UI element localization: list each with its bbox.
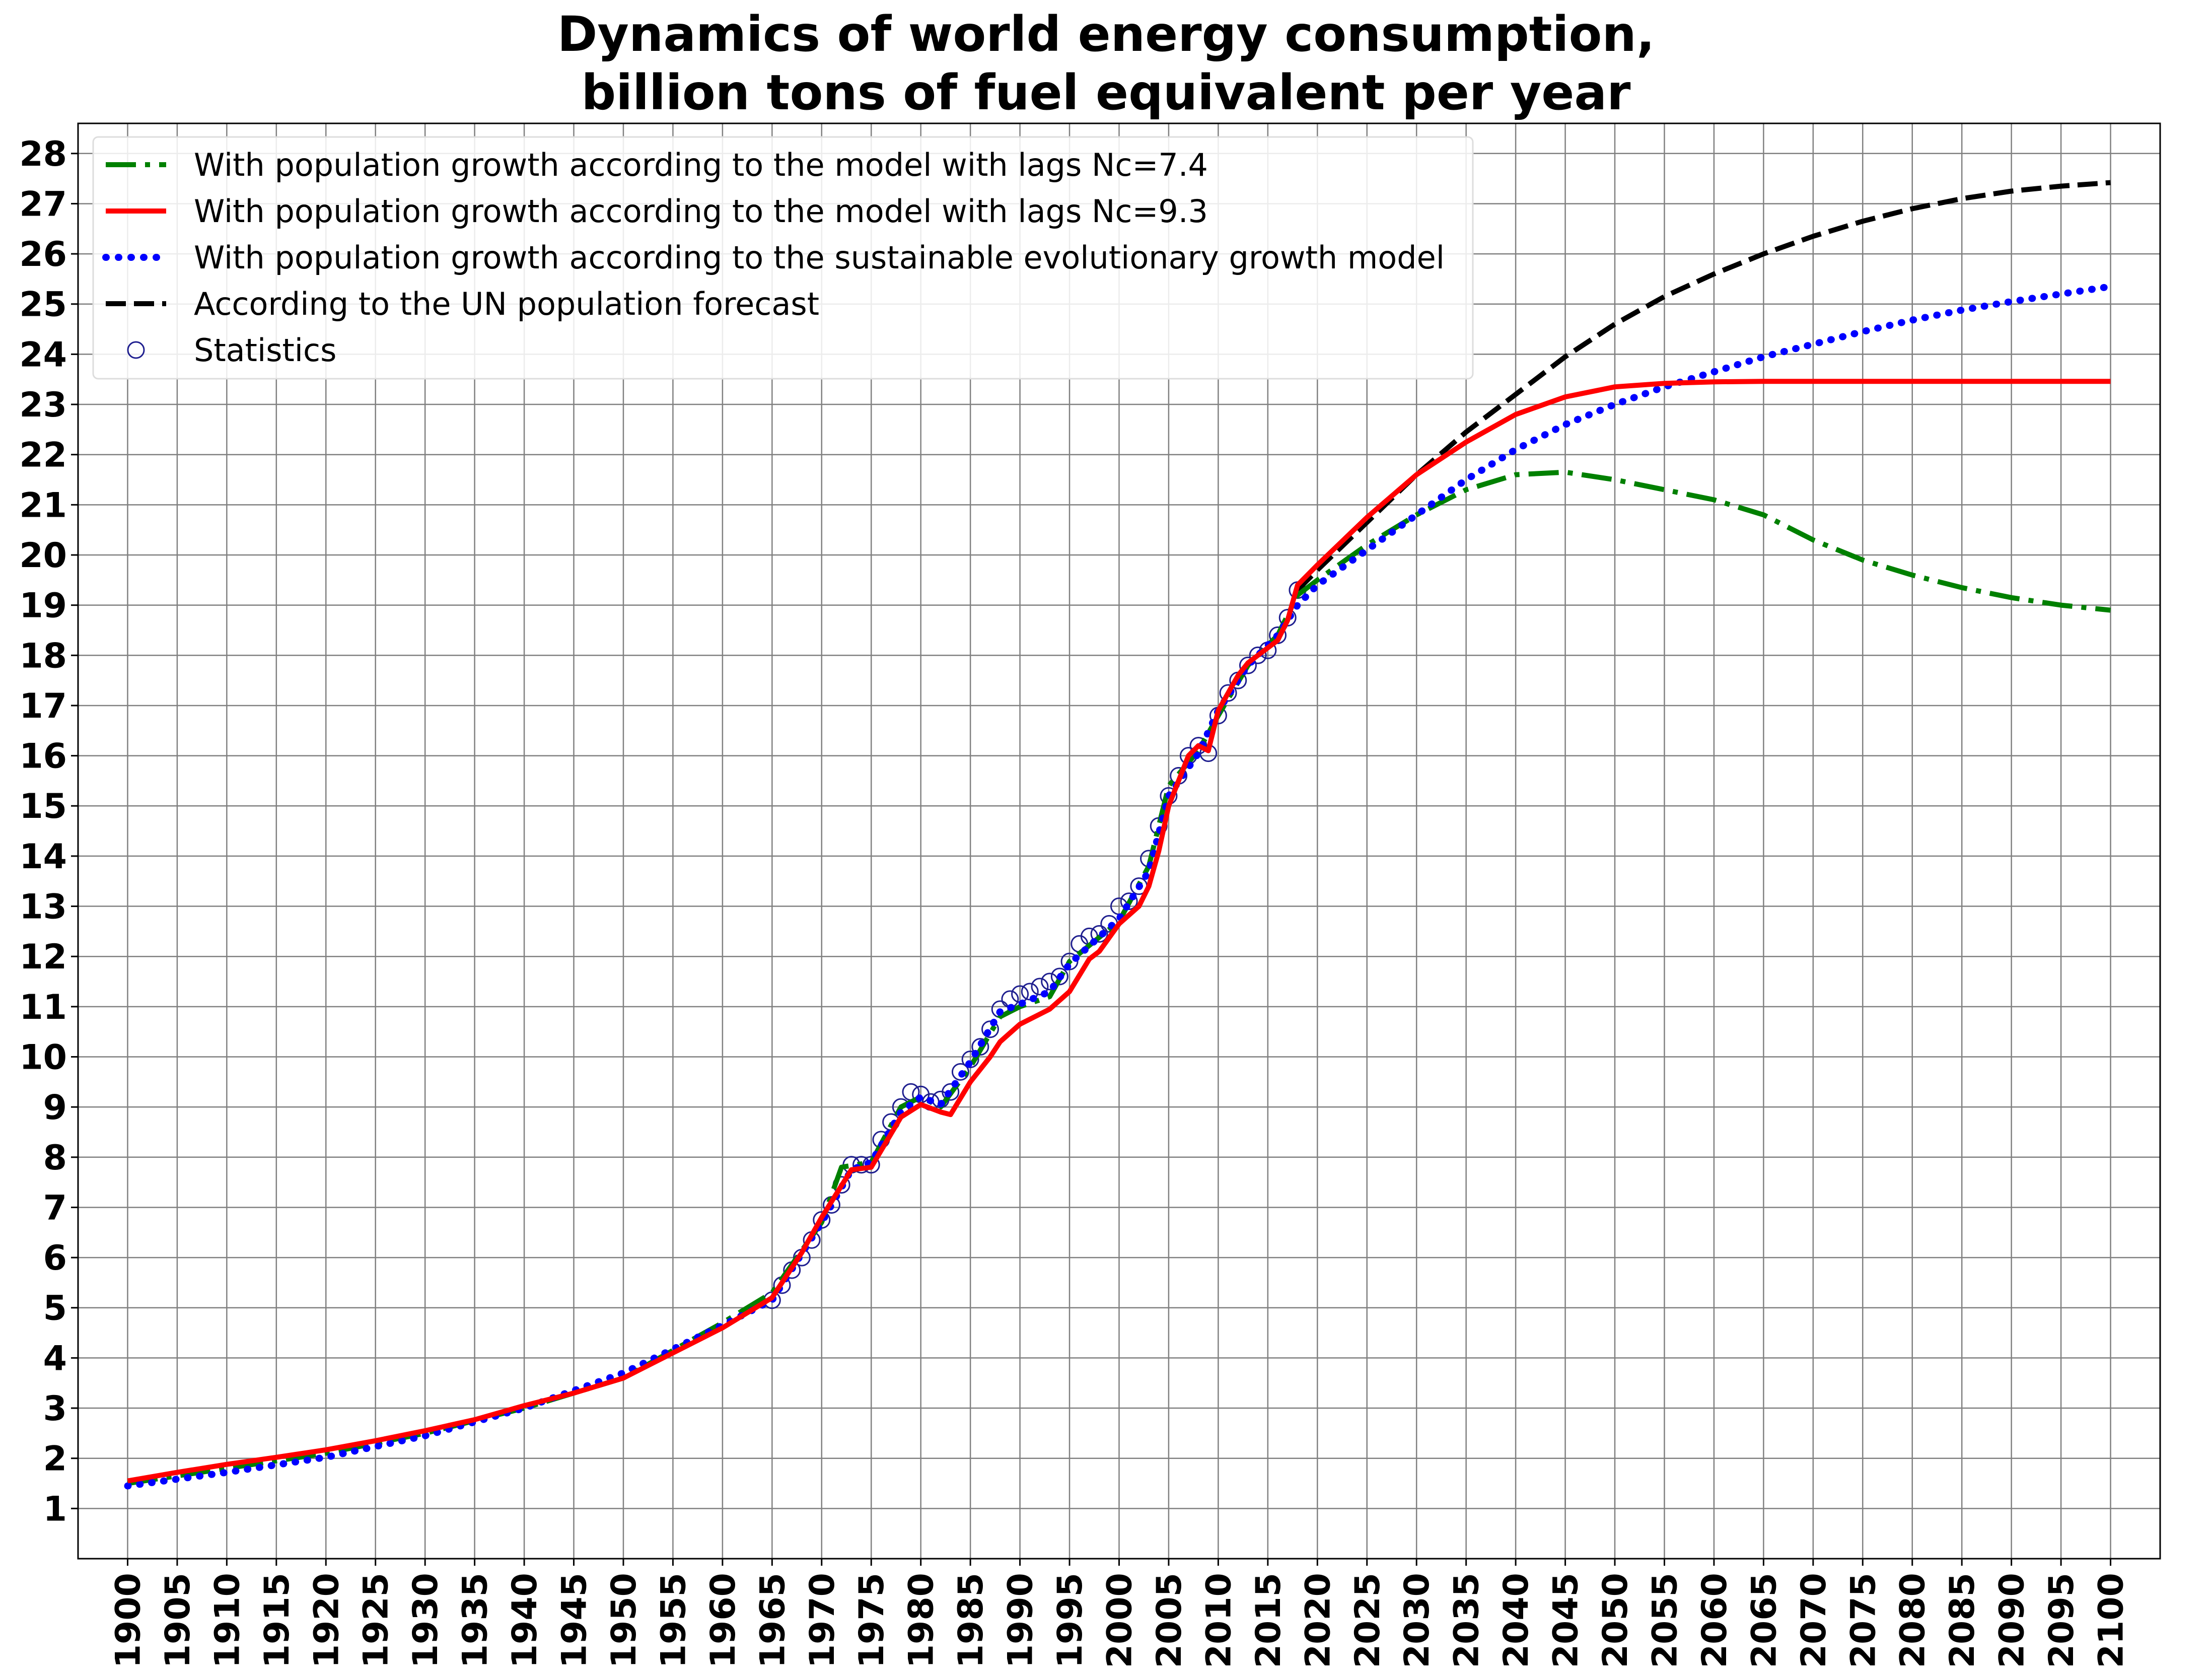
legend: With population growth according to the …: [92, 136, 1474, 380]
x-tick-label: 1985: [951, 1573, 991, 1668]
x-tick-label: 2090: [1992, 1573, 2032, 1668]
x-tick-label: 1925: [356, 1573, 396, 1668]
x-tick-label: 2100: [2092, 1573, 2131, 1668]
legend-label: Statistics: [194, 332, 336, 369]
x-tick-label: 2025: [1348, 1573, 1388, 1668]
x-tick-label: 1905: [158, 1573, 198, 1668]
y-tick-label: 26: [19, 235, 67, 274]
x-tick-label: 2000: [1100, 1573, 1140, 1668]
y-tick-label: 1: [43, 1489, 67, 1529]
x-tick-label: 2035: [1447, 1573, 1487, 1668]
statistics-point: [1219, 684, 1237, 702]
x-tick-label: 1980: [902, 1573, 942, 1668]
y-tick-label: 7: [43, 1188, 67, 1228]
x-tick-label: 1915: [257, 1573, 297, 1668]
y-tick-label: 8: [43, 1138, 67, 1178]
x-tick-label: 2020: [1298, 1573, 1338, 1668]
x-tick-label: 1990: [1001, 1573, 1041, 1668]
legend-marker: [127, 341, 145, 359]
y-tick-label: 14: [19, 837, 67, 877]
y-tick-label: 9: [43, 1088, 67, 1128]
y-tick-label: 10: [19, 1037, 67, 1077]
x-tick-label: 1955: [654, 1573, 693, 1668]
y-tick-label: 16: [19, 737, 67, 777]
statistics-point: [961, 1050, 979, 1068]
x-tick-label: 1995: [1050, 1573, 1090, 1668]
x-tick-label: 2060: [1695, 1573, 1735, 1668]
x-tick-label: 2095: [2042, 1573, 2082, 1668]
y-tick-label: 20: [19, 536, 67, 576]
statistics-point: [1239, 656, 1257, 674]
statistics-point: [1249, 646, 1267, 664]
x-tick-label: 1970: [803, 1573, 842, 1668]
statistics-point: [1050, 967, 1068, 986]
y-tick-label: 25: [19, 285, 67, 325]
x-tick-label: 2040: [1496, 1573, 1536, 1668]
y-tick-label: 15: [19, 787, 67, 826]
y-tick-label: 6: [43, 1238, 67, 1278]
chart-title-line1: Dynamics of world energy consumption,: [557, 6, 1655, 62]
statistics-point: [951, 1063, 969, 1081]
x-tick-label: 2080: [1893, 1573, 1933, 1668]
legend-label: With population growth according to the …: [194, 147, 1208, 183]
statistics-point: [1031, 978, 1049, 996]
y-tick-label: 17: [19, 686, 67, 726]
legend-label: With population growth according to the …: [194, 239, 1445, 276]
y-tick-label: 23: [19, 385, 67, 425]
axes: 1234567891011121314151617181920212223242…: [19, 122, 2161, 1668]
y-tick-label: 28: [19, 134, 67, 174]
x-tick-label: 2085: [1943, 1573, 1982, 1668]
x-tick-label: 1960: [703, 1573, 743, 1668]
x-tick-label: 1950: [604, 1573, 644, 1668]
legend-label: With population growth according to the …: [194, 193, 1208, 230]
x-tick-label: 2070: [1794, 1573, 1834, 1668]
x-tick-label: 2050: [1596, 1573, 1635, 1668]
x-tick-label: 1945: [555, 1573, 595, 1668]
x-tick-label: 2055: [1645, 1573, 1685, 1668]
y-tick-label: 12: [19, 937, 67, 977]
y-tick-label: 11: [19, 988, 67, 1027]
x-tick-label: 1940: [505, 1573, 545, 1668]
y-tick-label: 18: [19, 636, 67, 676]
y-tick-label: 22: [19, 436, 67, 475]
y-tick-label: 5: [43, 1289, 67, 1329]
y-tick-label: 21: [19, 485, 67, 525]
x-tick-label: 2015: [1249, 1573, 1289, 1668]
x-tick-label: 2065: [1744, 1573, 1784, 1668]
x-tick-label: 2010: [1199, 1573, 1239, 1668]
x-tick-label: 1965: [753, 1573, 793, 1668]
x-tick-label: 2075: [1843, 1573, 1883, 1668]
y-tick-label: 13: [19, 887, 67, 927]
chart-title: Dynamics of world energy consumption, bi…: [0, 5, 2212, 122]
legend-box: [92, 136, 1474, 380]
x-tick-label: 1935: [456, 1573, 495, 1668]
y-tick-label: 3: [43, 1389, 67, 1429]
x-tick-label: 2045: [1546, 1573, 1586, 1668]
series-layer: [124, 180, 2114, 1490]
chart-title-line2: billion tons of fuel equivalent per year: [581, 64, 1631, 121]
x-tick-label: 2005: [1150, 1573, 1189, 1668]
series-line-1: [127, 379, 2111, 1484]
y-tick-label: 19: [19, 586, 67, 626]
statistics-point: [981, 1020, 1000, 1038]
x-tick-label: 1930: [406, 1573, 446, 1668]
x-tick-label: 1900: [108, 1573, 148, 1668]
y-tick-label: 4: [43, 1339, 67, 1378]
x-tick-label: 1975: [852, 1573, 892, 1668]
x-tick-label: 2030: [1397, 1573, 1437, 1668]
x-tick-label: 1920: [307, 1573, 346, 1668]
x-tick-label: 1910: [207, 1573, 247, 1668]
statistics-point: [942, 1083, 960, 1101]
y-tick-label: 24: [19, 335, 67, 375]
legend-label: According to the UN population forecast: [194, 286, 819, 322]
y-tick-label: 2: [43, 1439, 67, 1479]
statistics-point: [1090, 925, 1108, 943]
y-tick-label: 27: [19, 184, 67, 224]
statistics-point: [862, 1156, 880, 1174]
